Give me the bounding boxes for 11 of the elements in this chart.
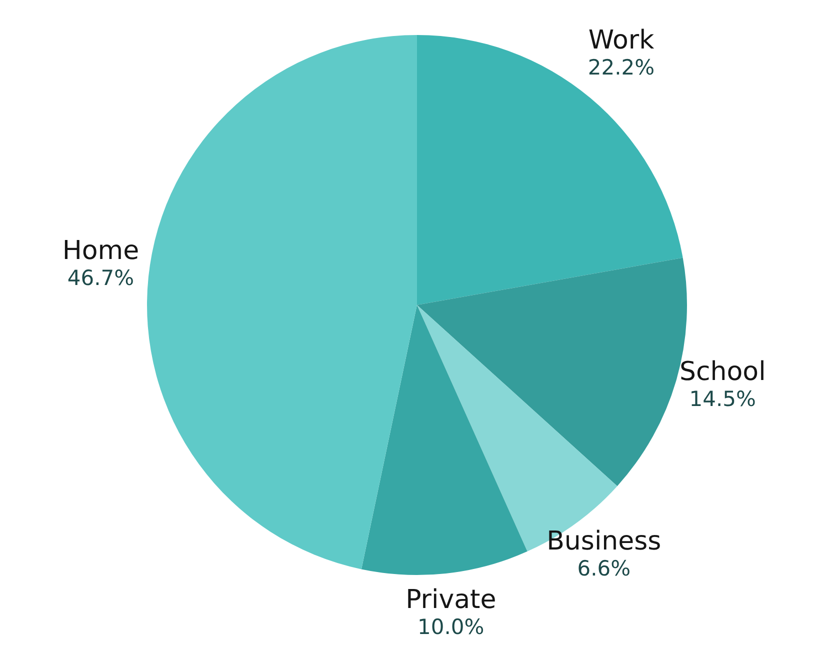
slice-label: Work [588, 25, 654, 56]
slice-label: Home [62, 236, 140, 266]
slice-label: Business [546, 526, 662, 556]
data-label: 14.5% [689, 386, 756, 411]
data-label: 22.2% [588, 55, 655, 80]
data-label: 6.6% [577, 556, 631, 580]
slice-label: School [679, 356, 766, 387]
slice-label: Private [406, 585, 496, 616]
pie-slice [147, 35, 417, 570]
data-label: 10.0% [418, 615, 484, 640]
data-label: 46.7% [67, 266, 134, 290]
